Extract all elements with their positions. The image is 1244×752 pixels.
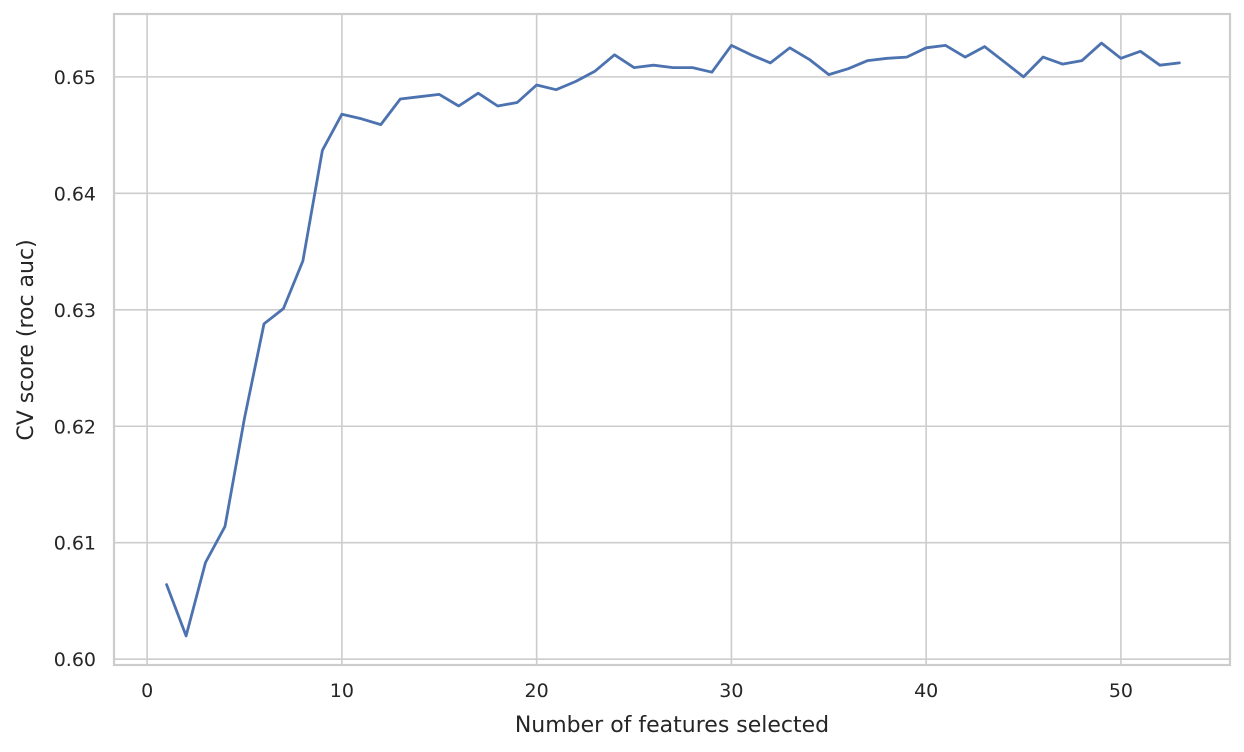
x-tick-label: 40 — [914, 680, 938, 702]
y-tick-label: 0.63 — [54, 300, 96, 322]
y-tick-label: 0.64 — [54, 183, 96, 205]
x-gridlines — [146, 14, 1122, 665]
y-tick-labels: 0.60 0.61 0.62 0.63 0.64 0.65 — [54, 67, 96, 671]
y-axis-label: CV score (roc auc) — [14, 239, 39, 440]
x-tick-label: 0 — [141, 680, 153, 702]
x-tick-label: 50 — [1109, 680, 1133, 702]
x-tick-label: 10 — [330, 680, 354, 702]
series-line — [165, 41, 1181, 638]
x-tick-label: 20 — [525, 680, 549, 702]
x-tick-labels: 0 10 20 30 40 50 — [141, 680, 1133, 702]
plot-frame — [112, 12, 1232, 667]
x-axis-label: Number of features selected — [515, 713, 829, 738]
x-tick-label: 30 — [719, 680, 743, 702]
y-tick-label: 0.65 — [54, 67, 96, 89]
series-group — [165, 41, 1181, 638]
y-tick-label: 0.61 — [54, 533, 96, 555]
y-tick-label: 0.60 — [54, 649, 96, 671]
y-gridlines — [114, 76, 1230, 660]
y-tick-label: 0.62 — [54, 416, 96, 438]
